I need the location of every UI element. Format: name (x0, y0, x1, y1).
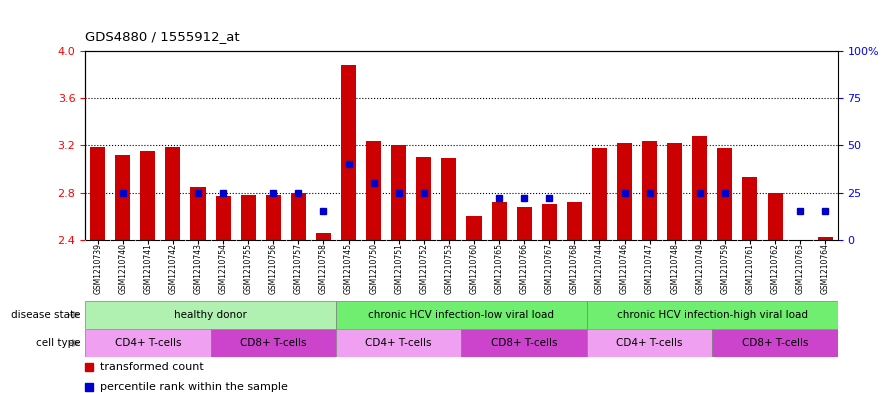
Bar (191, 187, 205, 240)
Bar (316, 233, 331, 240)
Bar (336, 301, 587, 329)
Bar (336, 329, 461, 357)
Bar (85, 329, 211, 357)
Bar (567, 202, 582, 240)
Bar (718, 148, 732, 240)
Text: GSM1210740: GSM1210740 (118, 243, 127, 294)
Bar (291, 193, 306, 240)
Text: GSM1210744: GSM1210744 (595, 243, 604, 294)
Bar (461, 329, 587, 357)
Bar (712, 329, 838, 357)
Text: healthy donor: healthy donor (174, 310, 247, 320)
Text: GSM1210754: GSM1210754 (219, 243, 228, 294)
Text: disease state: disease state (11, 310, 81, 320)
Text: CD8+ T-cells: CD8+ T-cells (491, 338, 557, 348)
Bar (116, 155, 130, 240)
Bar (141, 151, 155, 240)
Text: GSM1210750: GSM1210750 (369, 243, 378, 294)
Bar (587, 301, 838, 329)
Text: GSM1210745: GSM1210745 (344, 243, 353, 294)
Bar (241, 195, 255, 240)
Text: CD8+ T-cells: CD8+ T-cells (742, 338, 808, 348)
Bar (587, 329, 712, 357)
Text: cell type: cell type (36, 338, 81, 348)
Text: GSM1210739: GSM1210739 (93, 243, 102, 294)
Text: GSM1210765: GSM1210765 (495, 243, 504, 294)
Text: GSM1210752: GSM1210752 (419, 243, 428, 294)
Text: percentile rank within the sample: percentile rank within the sample (100, 382, 288, 392)
Bar (85, 301, 336, 329)
Bar (442, 158, 456, 240)
Text: CD4+ T-cells: CD4+ T-cells (366, 338, 432, 348)
Text: GSM1210746: GSM1210746 (620, 243, 629, 294)
Text: chronic HCV infection-low viral load: chronic HCV infection-low viral load (368, 310, 555, 320)
Text: GSM1210758: GSM1210758 (319, 243, 328, 294)
Text: GSM1210741: GSM1210741 (143, 243, 152, 294)
Bar (341, 65, 356, 240)
Bar (642, 141, 657, 240)
Bar (392, 145, 406, 240)
Bar (492, 202, 506, 240)
Text: GSM1210764: GSM1210764 (821, 243, 830, 294)
Text: GSM1210742: GSM1210742 (168, 243, 177, 294)
Text: CD4+ T-cells: CD4+ T-cells (115, 338, 181, 348)
Text: GSM1210756: GSM1210756 (269, 243, 278, 294)
Bar (211, 329, 336, 357)
Bar (693, 136, 707, 240)
Text: GSM1210761: GSM1210761 (745, 243, 754, 294)
Bar (517, 207, 531, 240)
Text: CD8+ T-cells: CD8+ T-cells (240, 338, 306, 348)
Text: GSM1210759: GSM1210759 (720, 243, 729, 294)
Bar (166, 147, 180, 240)
Bar (592, 148, 607, 240)
Text: GSM1210747: GSM1210747 (645, 243, 654, 294)
Bar (818, 237, 832, 240)
Text: GSM1210760: GSM1210760 (470, 243, 478, 294)
Bar (90, 147, 105, 240)
Text: GSM1210762: GSM1210762 (771, 243, 780, 294)
Text: GSM1210767: GSM1210767 (545, 243, 554, 294)
Bar (668, 143, 682, 240)
Text: chronic HCV infection-high viral load: chronic HCV infection-high viral load (616, 310, 808, 320)
Text: GSM1210749: GSM1210749 (695, 243, 704, 294)
Bar (768, 193, 782, 240)
Text: GSM1210755: GSM1210755 (244, 243, 253, 294)
Text: GSM1210757: GSM1210757 (294, 243, 303, 294)
Bar (266, 195, 280, 240)
Bar (417, 157, 431, 240)
Text: GSM1210753: GSM1210753 (444, 243, 453, 294)
Text: GSM1210763: GSM1210763 (796, 243, 805, 294)
Bar (743, 177, 757, 240)
Bar (617, 143, 632, 240)
Bar (216, 196, 230, 240)
Bar (542, 204, 556, 240)
Text: GSM1210743: GSM1210743 (194, 243, 202, 294)
Text: GSM1210766: GSM1210766 (520, 243, 529, 294)
Bar (467, 216, 481, 240)
Bar (366, 141, 381, 240)
Text: GSM1210768: GSM1210768 (570, 243, 579, 294)
Text: GSM1210751: GSM1210751 (394, 243, 403, 294)
Text: GDS4880 / 1555912_at: GDS4880 / 1555912_at (85, 30, 240, 43)
Text: CD4+ T-cells: CD4+ T-cells (616, 338, 683, 348)
Text: GSM1210748: GSM1210748 (670, 243, 679, 294)
Text: transformed count: transformed count (100, 362, 204, 372)
